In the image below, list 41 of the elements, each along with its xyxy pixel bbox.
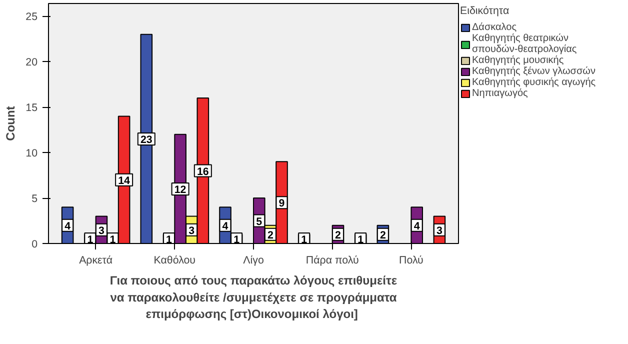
legend-label: Καθηγητής φυσικής αγωγής (472, 77, 596, 88)
data-label: 3 (98, 224, 104, 237)
x-tick-label: Πάρα πολύ (306, 254, 359, 266)
y-tick-label: 10 (26, 148, 38, 160)
y-tick-label: 20 (26, 56, 38, 69)
legend-title: Ειδικότητα (460, 5, 510, 17)
data-label: 1 (234, 234, 240, 246)
data-label: 9 (278, 198, 285, 210)
data-label: 2 (335, 229, 342, 242)
y-tick-label: 15 (26, 102, 38, 114)
y-tick-label: 25 (26, 11, 38, 24)
data-label: 2 (267, 229, 274, 242)
x-tick-label: Λίγο (243, 254, 264, 266)
data-label: 23 (140, 134, 152, 146)
data-label: 12 (174, 184, 186, 196)
data-label: 3 (436, 224, 442, 237)
y-tick-label: 0 (32, 238, 38, 250)
x-tick-label: Αρκετά (79, 254, 113, 266)
data-label: 1 (358, 234, 364, 246)
legend-label: Δάσκαλος (472, 22, 517, 33)
data-label: 3 (188, 224, 195, 237)
data-label: 1 (110, 234, 116, 246)
data-label: 14 (118, 174, 130, 187)
x-tick-label: Καθόλου (154, 254, 196, 266)
data-label: 1 (87, 234, 94, 246)
data-label: 2 (380, 229, 386, 242)
data-label: 1 (166, 234, 172, 246)
data-label: 4 (222, 220, 228, 232)
legend-label: Καθηγητής ξένων γλωσσών (472, 66, 596, 77)
data-label: 5 (256, 216, 262, 228)
x-tick-label: Πολύ (399, 254, 424, 266)
x-axis-title: Για ποιους από τους παρακάτω λόγους επιθυμείτε να παρακολουθείτε /συμμετέχετε σε προγράμματα επιμόρφωσης [στ)Οικονομικοί λόγοι] (110, 274, 398, 322)
legend-label: Καθηγητής μουσικής (472, 55, 564, 66)
y-axis-title: Count (4, 106, 18, 141)
legend-label: Νηπιαγωγός (472, 88, 528, 99)
legend-label: Καθηγητής θεατρικών σπουδών-θεατρολογίας (472, 33, 577, 55)
y-tick-label: 5 (32, 193, 38, 206)
data-label: 1 (301, 234, 308, 246)
data-label: 4 (64, 220, 71, 232)
data-label: 16 (196, 166, 209, 178)
data-label: 4 (414, 220, 420, 232)
